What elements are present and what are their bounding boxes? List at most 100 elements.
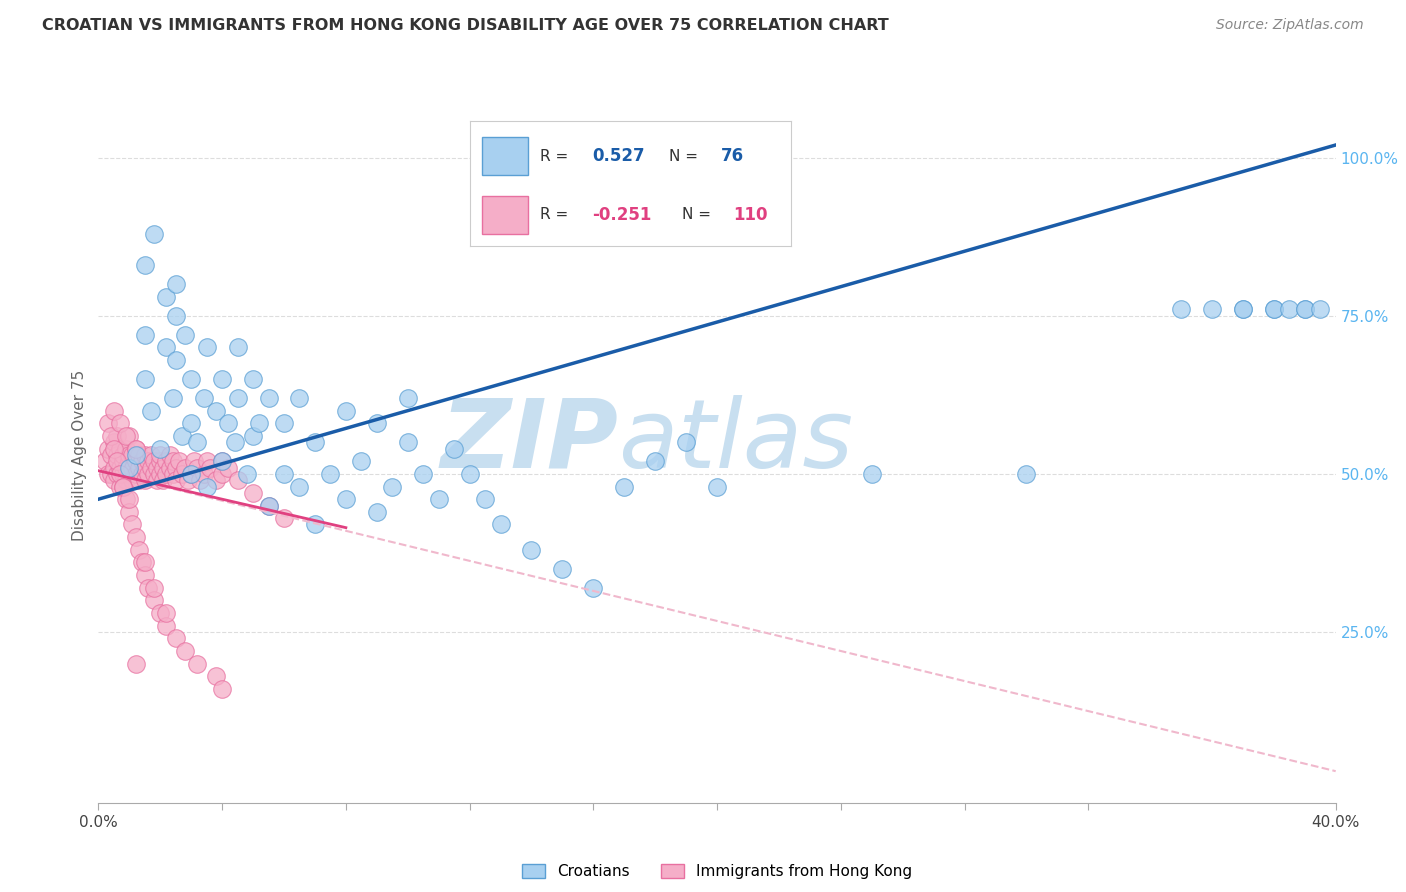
Point bbox=[143, 454, 166, 468]
Point bbox=[1263, 302, 1285, 317]
Point bbox=[155, 606, 177, 620]
Point bbox=[613, 479, 636, 493]
Point bbox=[131, 556, 153, 570]
Point bbox=[162, 391, 184, 405]
Point bbox=[170, 467, 193, 481]
Point bbox=[366, 505, 388, 519]
Point bbox=[112, 454, 135, 468]
Point bbox=[174, 327, 197, 342]
Point bbox=[105, 454, 128, 468]
Point bbox=[124, 442, 146, 456]
Point bbox=[128, 473, 150, 487]
Point bbox=[155, 467, 177, 481]
Point bbox=[165, 632, 187, 646]
Point bbox=[124, 530, 146, 544]
Point bbox=[319, 467, 342, 481]
Point bbox=[217, 417, 239, 431]
Point bbox=[134, 460, 156, 475]
Point bbox=[149, 454, 172, 468]
Point bbox=[97, 442, 120, 456]
Point bbox=[143, 581, 166, 595]
Point bbox=[211, 467, 233, 481]
Point bbox=[170, 429, 193, 443]
Point bbox=[134, 327, 156, 342]
Point bbox=[1232, 302, 1254, 317]
Point bbox=[118, 505, 141, 519]
Point bbox=[118, 492, 141, 507]
Point bbox=[100, 448, 122, 462]
Point bbox=[124, 467, 146, 481]
Point bbox=[108, 417, 131, 431]
Point bbox=[165, 353, 187, 368]
Legend: Croatians, Immigrants from Hong Kong: Croatians, Immigrants from Hong Kong bbox=[516, 858, 918, 886]
Point bbox=[1309, 302, 1331, 317]
Point bbox=[115, 442, 138, 456]
Point bbox=[190, 473, 212, 487]
Point bbox=[112, 448, 135, 462]
Point bbox=[186, 657, 208, 671]
Text: atlas: atlas bbox=[619, 394, 853, 488]
Point bbox=[180, 467, 202, 481]
Point bbox=[152, 473, 174, 487]
Point bbox=[149, 448, 172, 462]
Point bbox=[162, 454, 184, 468]
Point bbox=[211, 454, 233, 468]
Point bbox=[118, 460, 141, 475]
Point bbox=[108, 442, 131, 456]
Point bbox=[1170, 302, 1192, 317]
Point bbox=[1015, 467, 1038, 481]
Point bbox=[706, 479, 728, 493]
Point bbox=[105, 467, 128, 481]
Point bbox=[226, 391, 249, 405]
Point bbox=[335, 403, 357, 417]
Point bbox=[165, 309, 187, 323]
Point bbox=[180, 417, 202, 431]
Point bbox=[520, 542, 543, 557]
Text: Source: ZipAtlas.com: Source: ZipAtlas.com bbox=[1216, 18, 1364, 32]
Point bbox=[217, 460, 239, 475]
Point bbox=[118, 429, 141, 443]
Point bbox=[1294, 302, 1316, 317]
Point bbox=[1294, 302, 1316, 317]
Point bbox=[195, 340, 218, 354]
Point bbox=[134, 258, 156, 272]
Point bbox=[474, 492, 496, 507]
Point bbox=[121, 473, 143, 487]
Point bbox=[149, 606, 172, 620]
Point bbox=[180, 467, 202, 481]
Point bbox=[226, 473, 249, 487]
Point bbox=[186, 460, 208, 475]
Point bbox=[139, 448, 162, 462]
Point bbox=[304, 435, 326, 450]
Point bbox=[118, 467, 141, 481]
Point bbox=[396, 391, 419, 405]
Point bbox=[366, 417, 388, 431]
Point bbox=[134, 372, 156, 386]
Point bbox=[108, 467, 131, 481]
Point bbox=[134, 568, 156, 582]
Point bbox=[205, 473, 228, 487]
Point bbox=[115, 473, 138, 487]
Point bbox=[134, 556, 156, 570]
Point bbox=[198, 460, 221, 475]
Point bbox=[105, 448, 128, 462]
Point bbox=[155, 618, 177, 632]
Point bbox=[1278, 302, 1301, 317]
Point bbox=[226, 340, 249, 354]
Point bbox=[149, 442, 172, 456]
Point bbox=[155, 454, 177, 468]
Point bbox=[224, 435, 246, 450]
Point bbox=[128, 460, 150, 475]
Point bbox=[93, 454, 115, 468]
Point bbox=[149, 467, 172, 481]
Point bbox=[350, 454, 373, 468]
Point bbox=[165, 473, 187, 487]
Point bbox=[860, 467, 883, 481]
Point bbox=[121, 460, 143, 475]
Point bbox=[582, 581, 605, 595]
Point bbox=[136, 581, 159, 595]
Point bbox=[257, 499, 280, 513]
Text: CROATIAN VS IMMIGRANTS FROM HONG KONG DISABILITY AGE OVER 75 CORRELATION CHART: CROATIAN VS IMMIGRANTS FROM HONG KONG DI… bbox=[42, 18, 889, 33]
Point bbox=[124, 442, 146, 456]
Point bbox=[273, 467, 295, 481]
